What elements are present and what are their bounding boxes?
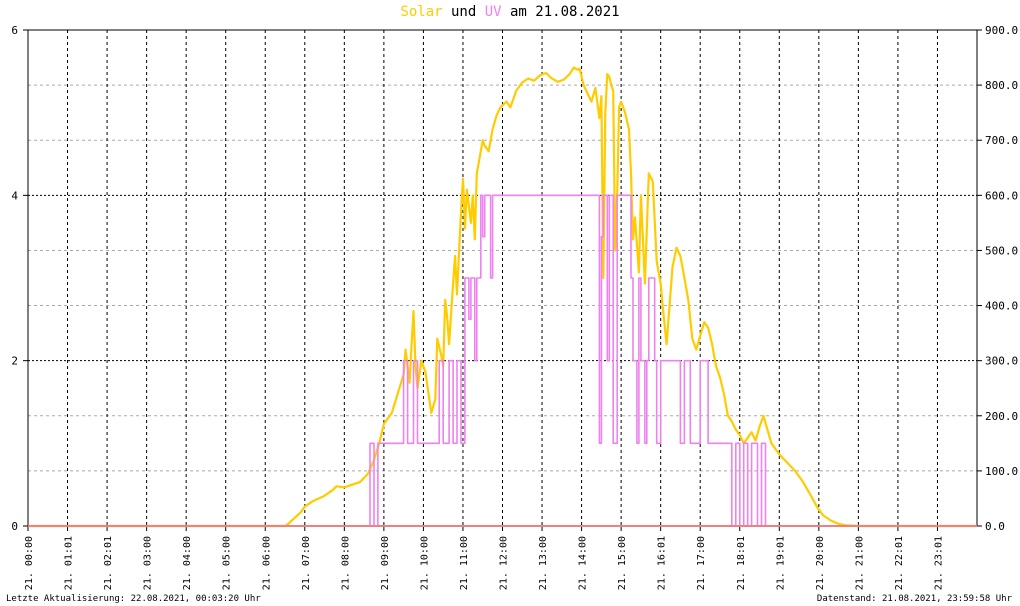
x-axis-tick-label: 21. 07:00 [301,536,312,590]
left-axis-tick-label: 6 [11,24,18,37]
right-axis-tick-label: 300.0 [985,355,1018,368]
series-line-uv [28,194,977,527]
x-axis-tick-label: 21. 12:00 [499,536,510,590]
x-axis-tick-label: 21. 17:00 [696,536,707,590]
x-axis-tick-label: 21. 10:00 [419,536,430,590]
x-axis-tick-label: 21. 04:00 [182,536,193,590]
chart-title: Solar und UV am 21.08.2021 [0,4,1020,20]
right-axis-tick-label: 600.0 [985,189,1018,202]
x-axis-tick-label: 21. 01:01 [64,536,75,590]
left-axis-tick-label: 4 [11,189,18,202]
right-axis-tick-label: 900.0 [985,24,1018,37]
x-axis-tick-label: 21. 02:01 [103,536,114,590]
title-uv: UV [484,4,502,20]
x-axis-tick-label: 21. 14:00 [578,536,589,590]
x-axis-tick-label: 21. 08:00 [340,536,351,590]
x-axis-tick-label: 21. 21:00 [854,536,865,590]
right-axis-tick-label: 500.0 [985,244,1018,257]
right-axis-tick-label: 200.0 [985,410,1018,423]
right-axis-tick-label: 0.0 [985,520,1005,533]
x-axis-tick-label: 21. 00:00 [24,536,35,590]
x-axis-tick-label: 21. 11:00 [459,536,470,590]
x-axis-tick-label: 21. 03:00 [143,536,154,590]
left-axis-tick-label: 2 [11,355,18,368]
x-axis-tick-label: 21. 06:00 [261,536,272,590]
x-axis-tick-label: 21. 15:00 [617,536,628,590]
series-line-solar [28,66,977,528]
title-date: am 21.08.2021 [501,4,620,20]
x-axis-tick-label: 21. 23:01 [933,536,944,590]
x-axis-tick-label: 21. 05:00 [222,536,233,590]
x-axis-tick-label: 21. 22:01 [894,536,905,590]
right-axis-tick-label: 100.0 [985,465,1018,478]
footer-last-update: Letzte Aktualisierung: 22.08.2021, 00:03… [6,594,261,604]
title-und: und [442,4,485,20]
x-axis-tick-label: 21. 19:01 [775,536,786,590]
title-solar: Solar [400,4,443,20]
x-axis-tick-label: 21. 18:01 [736,536,747,590]
x-axis-tick-label: 21. 09:00 [380,536,391,590]
x-axis-tick-label: 21. 16:01 [657,536,668,590]
left-axis-tick-label: 0 [11,520,18,533]
right-axis-tick-label: 400.0 [985,300,1018,313]
x-axis-tick-label: 21. 20:00 [815,536,826,590]
right-axis-tick-label: 800.0 [985,79,1018,92]
x-axis-tick-label: 21. 13:00 [538,536,549,590]
right-axis-tick-label: 700.0 [985,134,1018,147]
footer-data-status: Datenstand: 21.08.2021, 23:59:58 Uhr [816,594,1012,604]
